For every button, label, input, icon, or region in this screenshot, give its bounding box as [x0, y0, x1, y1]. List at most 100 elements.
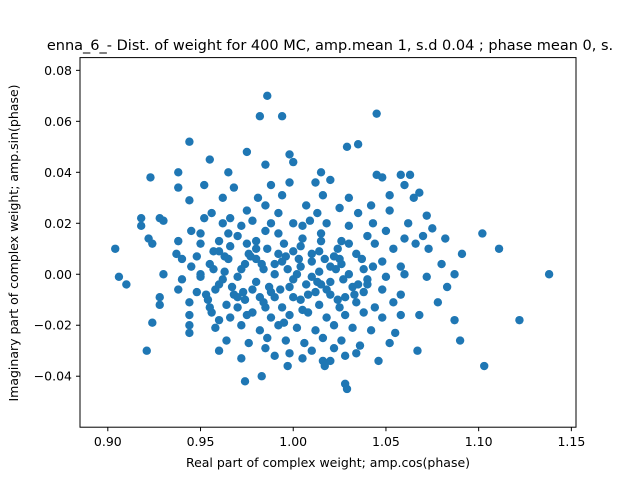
scatter-point: [274, 249, 283, 259]
scatter-point: [298, 234, 307, 243]
scatter-point: [311, 326, 320, 335]
y-axis-label: Imaginary part of complex weight; amp.si…: [6, 84, 21, 401]
scatter-point: [344, 221, 354, 231]
scatter-point: [352, 249, 361, 259]
scatter-point: [313, 277, 322, 287]
scatter-point: [340, 310, 350, 320]
scatter-point: [320, 361, 329, 371]
scatter-point: [177, 254, 187, 264]
scatter-point: [285, 310, 294, 320]
scatter-point: [348, 323, 357, 332]
scatter-point: [441, 234, 450, 243]
scatter-point: [264, 282, 274, 292]
scatter-point: [350, 290, 359, 299]
scatter-point: [187, 226, 196, 236]
scatter-point: [422, 272, 431, 282]
scatter-point: [370, 239, 380, 248]
scatter-point: [122, 280, 131, 289]
scatter-point: [214, 247, 224, 256]
scatter-point: [242, 147, 252, 157]
scatter-point: [298, 305, 307, 315]
scatter-point: [311, 178, 320, 187]
scatter-point: [214, 315, 224, 325]
scatter-point: [400, 234, 409, 243]
scatter-point: [313, 208, 322, 218]
scatter-point: [320, 254, 329, 264]
scatter-point: [251, 236, 261, 246]
scatter-point: [207, 208, 216, 218]
scatter-point: [185, 196, 194, 205]
scatter-point: [337, 236, 346, 246]
scatter-point: [415, 188, 424, 197]
scatter-point: [457, 249, 467, 259]
scatter-point: [478, 229, 487, 238]
scatter-point: [389, 244, 398, 253]
plot-frame: [79, 57, 577, 428]
scatter-point: [270, 259, 279, 269]
scatter-point: [270, 293, 279, 302]
scatter-point: [242, 310, 252, 320]
scatter-point: [326, 290, 335, 299]
scatter-point: [422, 211, 431, 220]
scatter-point: [283, 361, 292, 371]
scatter-point: [357, 254, 367, 264]
scatter-point: [348, 282, 357, 292]
scatter-point: [172, 249, 181, 259]
scatter-point: [455, 336, 465, 345]
scatter-point: [385, 191, 394, 200]
scatter-point: [251, 244, 261, 253]
scatter-point: [255, 326, 265, 335]
y-axis-ticks: −0.04 −0.02 0.00 0.02 0.04 0.06 0.08: [34, 63, 80, 384]
scatter-point: [192, 252, 202, 261]
scatter-point: [307, 257, 316, 266]
scatter-point: [396, 290, 405, 299]
scatter-point: [214, 236, 224, 246]
scatter-point: [359, 264, 368, 274]
scatter-point: [174, 168, 183, 177]
scatter-point: [276, 285, 285, 294]
scatter-point: [337, 336, 346, 345]
scatter-point: [257, 259, 266, 269]
scatter-point: [344, 193, 354, 202]
scatter-point: [424, 244, 433, 253]
scatter-point: [225, 313, 235, 322]
x-axis-ticks: 0.90 0.95 1.00 1.05 1.10 1.15: [94, 427, 585, 449]
scatter-point: [246, 252, 255, 261]
scatter-point: [322, 313, 331, 322]
scatter-point: [227, 282, 237, 292]
scatter-point: [289, 157, 298, 167]
scatter-point: [294, 254, 303, 264]
scatter-point: [340, 351, 350, 361]
scatter-point: [136, 221, 146, 231]
scatter-point: [205, 303, 214, 312]
scatter-point: [342, 384, 352, 394]
scatter-point: [331, 264, 341, 274]
scatter-point: [368, 219, 378, 228]
scatter-point: [316, 168, 326, 177]
scatter-point: [248, 285, 257, 294]
scatter-point: [255, 112, 265, 121]
x-tick-label: 1.00: [279, 434, 307, 449]
x-tick-label: 1.05: [372, 434, 400, 449]
scatter-point: [307, 272, 316, 282]
scatter-point: [314, 247, 324, 256]
scatter-point: [311, 287, 320, 297]
scatter-points: [111, 91, 554, 394]
scatter-point: [326, 175, 335, 185]
scatter-point: [366, 201, 376, 210]
scatter-point: [185, 298, 194, 307]
scatter-point: [174, 236, 183, 246]
scatter-point: [413, 346, 422, 355]
scatter-point: [240, 377, 250, 386]
scatter-point: [277, 112, 287, 121]
scatter-point: [174, 183, 183, 192]
scatter-point: [237, 354, 246, 363]
scatter-point: [214, 346, 224, 355]
x-axis-label: Real part of complex weight; amp.cos(pha…: [186, 455, 470, 470]
scatter-point: [285, 150, 294, 159]
scatter-point: [155, 300, 164, 310]
scatter-point: [307, 346, 316, 355]
scatter-point: [494, 244, 504, 253]
scatter-point: [450, 315, 459, 325]
scatter-point: [185, 310, 194, 320]
